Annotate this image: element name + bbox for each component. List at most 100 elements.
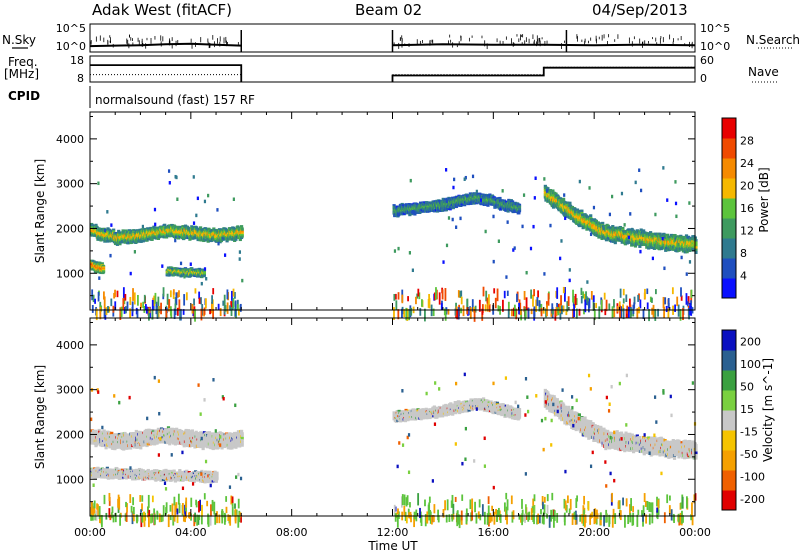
scatter-cell: [397, 213, 401, 216]
ground-scatter-cell: [219, 308, 222, 317]
scatter-cell: [95, 271, 99, 274]
ground-scatter-cell: [679, 309, 682, 321]
ground-scatter-cell: [662, 296, 665, 309]
ground-scatter-cell: [438, 292, 441, 305]
scatter-cell: [202, 273, 207, 276]
noise-line-0: [89, 42, 242, 48]
scatter-cell: [187, 268, 191, 270]
ground-scatter-cell: [507, 301, 510, 310]
scatter-cell: [101, 270, 106, 273]
ground-scatter-cell: [595, 302, 598, 309]
scatter-cell: [517, 205, 522, 208]
scatter-cell: [240, 229, 244, 232]
scatter-cell: [451, 206, 455, 210]
scatter-cell: [589, 214, 593, 218]
ground-scatter-cell: [611, 306, 614, 319]
scatter-cell: [480, 202, 484, 206]
scatter-cell: [603, 225, 607, 229]
ground-scatter-cell: [397, 292, 400, 300]
scatter-cell: [510, 200, 515, 203]
scatter-cell: [115, 243, 120, 246]
ground-scatter-cell: [394, 293, 397, 300]
scatter-cell: [101, 271, 106, 274]
scatter-cell: [202, 271, 207, 274]
scatter-cell: [238, 238, 242, 242]
scatter-cell: [613, 241, 617, 245]
station-title: Adak West (fitACF): [92, 1, 232, 19]
scatter-cell: [444, 209, 449, 212]
scatter-cell: [177, 274, 181, 277]
scatter-cell: [199, 268, 203, 271]
scatter-cell: [176, 236, 181, 240]
nave-tick-top: 60: [700, 54, 714, 67]
scatter-cell: [436, 208, 440, 212]
scatter-cell: [164, 236, 169, 239]
freq-tick-bottom: 8: [77, 72, 84, 85]
scatter-cell: [225, 239, 229, 243]
scatter-cell: [135, 240, 139, 244]
scatter-cell: [172, 274, 176, 277]
scatter-cell: [471, 192, 475, 195]
ground-scatter-cell: [441, 289, 444, 300]
scatter-cell: [121, 229, 125, 233]
scatter-cell: [224, 227, 228, 231]
scatter-cell: [127, 229, 132, 232]
ground-scatter-cell: [506, 290, 509, 296]
scatter-cell: [562, 197, 566, 202]
ground-scatter-cell: [677, 304, 680, 317]
ground-scatter-cell: [685, 293, 688, 305]
scatter-cell: [196, 275, 200, 278]
scatter-cell: [190, 267, 194, 270]
scatter-cell: [91, 224, 96, 228]
scatter-cell: [188, 275, 193, 277]
scatter-cell: [569, 217, 573, 221]
scatter-cell: [405, 203, 409, 206]
scatter-cell: [99, 238, 103, 242]
ground-scatter-cell: [555, 306, 558, 317]
scatter-cell: [185, 236, 189, 240]
scatter-cell: [195, 268, 199, 271]
ground-scatter-cell: [625, 294, 628, 303]
ground-scatter-cell: [415, 296, 417, 305]
ground-scatter-cell: [142, 301, 145, 308]
scatter-cell: [175, 267, 179, 270]
scatter-cell: [507, 198, 511, 202]
scatter-cell: [170, 266, 174, 269]
ground-scatter-cell: [435, 287, 437, 300]
freq-line-segment-1: [90, 64, 243, 82]
scatter-cell: [101, 266, 106, 269]
ground-scatter-cell: [572, 289, 574, 303]
ground-scatter-cell: [674, 304, 676, 312]
scatter-cell: [551, 205, 556, 209]
scatter-cell: [499, 207, 503, 210]
scatter-cell: [392, 204, 396, 207]
scatter-cell: [138, 228, 142, 232]
scatter-cell: [511, 202, 515, 205]
ground-scatter-cell: [665, 305, 668, 312]
scatter-cell: [113, 242, 118, 246]
scatter-cell: [190, 226, 195, 230]
ground-scatter-cell: [132, 288, 134, 301]
freq-unit-label: [MHz]: [4, 67, 39, 81]
scatter-cell: [204, 239, 208, 242]
scatter-cell: [156, 237, 161, 240]
scatter-cell: [117, 229, 121, 233]
scatter-cell: [517, 210, 522, 213]
noise-series: [89, 30, 696, 52]
scatter-cell: [207, 228, 212, 231]
scatter-cell: [427, 210, 431, 213]
scatter-cell: [509, 199, 513, 202]
scatter-cell: [95, 261, 99, 264]
scatter-cell: [546, 187, 550, 191]
scatter-cell: [158, 236, 162, 239]
scatter-cell: [101, 265, 106, 267]
scatter-cell: [182, 236, 186, 240]
scatter-cell: [475, 201, 479, 205]
scatter-cell: [468, 192, 472, 195]
scatter-cell: [451, 196, 455, 199]
scatter-cell: [574, 208, 578, 212]
scatter-cell: [240, 227, 244, 230]
scatter-cell: [168, 224, 172, 227]
scatter-cell: [147, 237, 152, 241]
scatter-cell: [163, 223, 167, 227]
